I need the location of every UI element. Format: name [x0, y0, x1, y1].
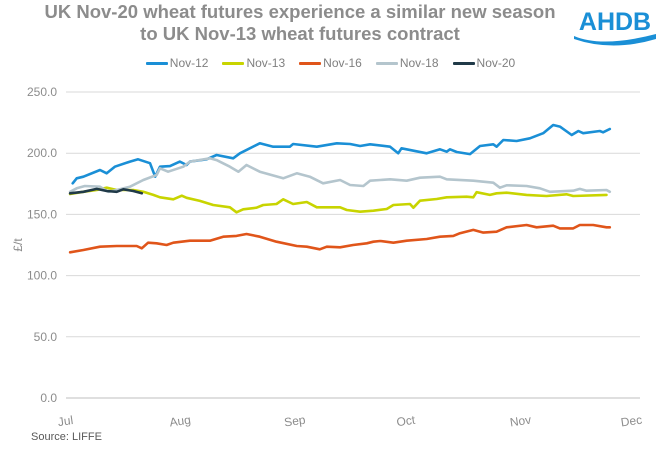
logo-wave-icon — [574, 34, 656, 46]
source-note: Source: LIFFE — [31, 431, 102, 443]
legend-item: Nov-16 — [299, 56, 362, 70]
legend-swatch — [299, 61, 322, 65]
legend-swatch — [145, 61, 168, 65]
legend-swatch — [375, 61, 398, 65]
ahdb-logo: AHDB — [574, 8, 656, 46]
logo-text: AHDB — [579, 8, 651, 36]
x-tick-label: Sep — [283, 413, 306, 430]
legend-label: Nov-16 — [323, 56, 362, 70]
series-line-nov-13 — [68, 186, 608, 214]
y-tick-label: 250.0 — [27, 85, 57, 99]
legend-item: Nov-20 — [452, 56, 516, 70]
x-tick-label: Dec — [620, 413, 643, 430]
x-tick-label: Aug — [169, 413, 192, 430]
x-tick-label: Nov — [509, 413, 532, 430]
legend-label: Nov-20 — [476, 56, 516, 70]
series-line-nov-18 — [68, 157, 612, 194]
series-line-nov-12 — [71, 123, 612, 185]
legend-label: Nov-18 — [399, 56, 439, 70]
series-line-nov-16 — [68, 223, 612, 254]
legend-swatch — [222, 61, 245, 65]
y-tick-label: 100.0 — [27, 269, 57, 283]
series-line-nov-20 — [68, 187, 144, 195]
y-tick-label: 150.0 — [27, 207, 57, 221]
y-tick-label: 50.0 — [34, 330, 58, 344]
chart-title-line-1: UK Nov-20 wheat futures experience a sim… — [44, 1, 556, 22]
legend-label: Nov-13 — [246, 56, 286, 70]
legend-swatch — [452, 61, 475, 65]
y-axis-label: £/t — [11, 238, 25, 252]
legend-item: Nov-13 — [222, 56, 285, 70]
legend-label: Nov-12 — [169, 56, 209, 70]
y-tick-label: 0.0 — [40, 391, 57, 405]
chart-legend: Nov-12 Nov-13 Nov-16 Nov-18 Nov-20 — [0, 56, 661, 70]
legend-item: Nov-12 — [145, 56, 209, 70]
chart-title: UK Nov-20 wheat futures experience a sim… — [0, 1, 600, 45]
legend-item: Nov-18 — [375, 56, 439, 70]
y-tick-label: 200.0 — [27, 146, 57, 160]
chart-title-line-2: to UK Nov-13 wheat futures contract — [140, 23, 460, 44]
x-tick-label: Jul — [57, 413, 74, 429]
x-tick-label: Oct — [396, 413, 417, 430]
